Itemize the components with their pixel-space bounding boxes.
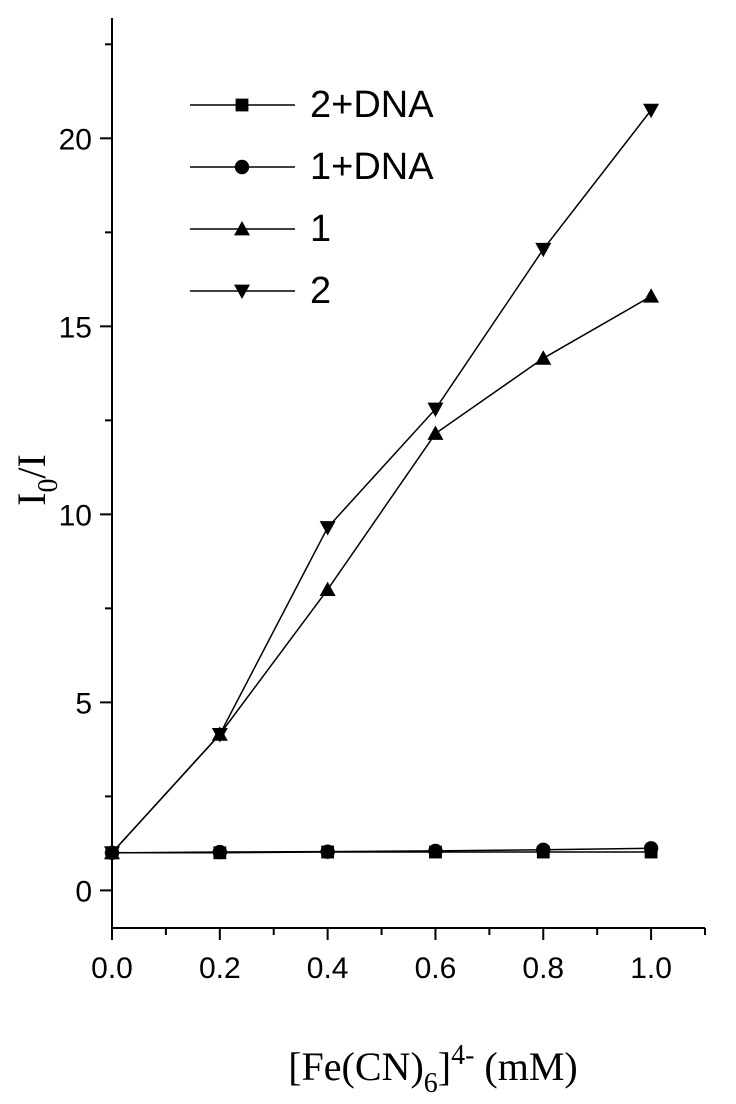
marker — [427, 402, 444, 418]
x-tick-label: 0.2 — [199, 952, 241, 985]
x-label-part: (mM) — [474, 1044, 577, 1089]
y-tick-label: 15 — [59, 311, 92, 344]
y-tick-label: 5 — [75, 687, 92, 720]
legend-label: 2+DNA — [310, 84, 434, 126]
marker — [535, 350, 552, 365]
x-label-part: [Fe(CN) — [288, 1044, 424, 1089]
y-tick-label: 0 — [75, 875, 92, 908]
legend-marker — [235, 98, 249, 112]
x-tick-label: 0.6 — [415, 952, 457, 985]
legend-marker — [234, 159, 250, 175]
x-tick-label: 0.8 — [522, 952, 564, 985]
legend-marker — [234, 284, 250, 299]
series-line — [111, 109, 652, 854]
x-tick-label: 0.0 — [91, 952, 133, 985]
y-label-part: I — [9, 493, 54, 506]
marker — [643, 841, 659, 856]
y-tick-label: 20 — [59, 123, 92, 156]
marker — [104, 846, 120, 861]
y-label-part: 0 — [33, 479, 64, 493]
series-line — [111, 295, 652, 854]
marker — [535, 242, 552, 258]
series-line — [111, 847, 652, 854]
legend-marker — [234, 221, 250, 236]
x-label-part: ] — [438, 1044, 451, 1089]
marker — [643, 103, 660, 119]
x-label-part: 4- — [451, 1040, 474, 1071]
legend-label: 1+DNA — [310, 146, 434, 188]
y-label-part: /I — [9, 454, 54, 478]
y-axis-label: I0/I — [9, 454, 64, 506]
marker — [643, 288, 660, 303]
x-tick-label: 0.4 — [307, 952, 349, 985]
x-label-part: 6 — [424, 1068, 438, 1099]
marker — [536, 842, 551, 857]
x-tick-label: 1.0 — [630, 952, 672, 985]
marker — [427, 425, 444, 440]
x-axis-label: [Fe(CN)6]4- (mM) — [288, 1040, 578, 1099]
y-tick-label: 10 — [59, 499, 92, 532]
marker — [320, 844, 335, 859]
marker — [319, 581, 336, 596]
marker — [428, 843, 443, 859]
marker — [319, 521, 336, 536]
legend-label: 2 — [310, 270, 331, 312]
marker — [211, 727, 228, 743]
legend-label: 1 — [310, 208, 331, 250]
marker — [212, 844, 228, 860]
